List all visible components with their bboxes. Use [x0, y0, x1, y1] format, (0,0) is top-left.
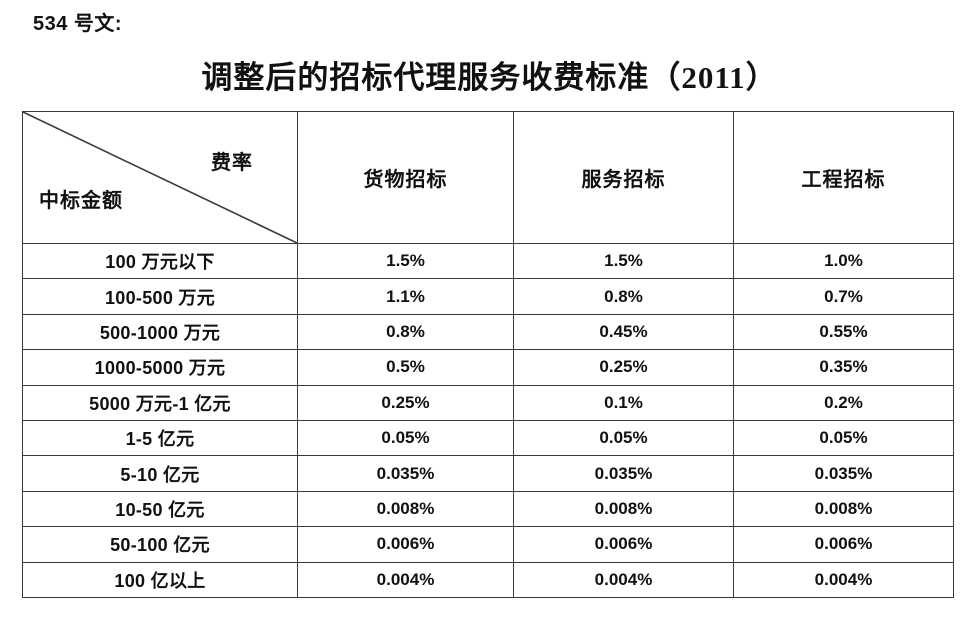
- row-label: 5000 万元-1 亿元: [22, 384, 298, 421]
- fee-rate-table: 费率 中标金额 货物招标 服务招标 工程招标 100 万元以下 1.5% 1.5…: [22, 111, 954, 598]
- column-header-works: 工程招标: [733, 111, 954, 244]
- fee-cell: 1.5%: [513, 242, 734, 280]
- table-row: 50-100 亿元 0.006% 0.006% 0.006%: [22, 526, 954, 563]
- column-header-goods: 货物招标: [297, 111, 514, 244]
- diagonal-divider-line: [23, 112, 297, 243]
- fee-cell: 0.006%: [513, 526, 734, 563]
- row-label: 1000-5000 万元: [22, 349, 298, 386]
- fee-cell: 0.05%: [513, 419, 734, 457]
- corner-label-fee-rate: 费率: [211, 152, 253, 174]
- fee-cell: 0.05%: [297, 419, 514, 457]
- fee-cell: 0.004%: [513, 561, 734, 598]
- table-row: 5-10 亿元 0.035% 0.035% 0.035%: [22, 455, 954, 492]
- fee-cell: 0.008%: [297, 490, 514, 528]
- table-header-row: 费率 中标金额 货物招标 服务招标 工程招标: [22, 111, 954, 244]
- column-header-services: 服务招标: [513, 111, 734, 244]
- fee-cell: 0.008%: [733, 490, 954, 528]
- fee-cell: 1.0%: [733, 242, 954, 280]
- table-row: 500-1000 万元 0.8% 0.45% 0.55%: [22, 313, 954, 351]
- fee-cell: 0.8%: [513, 278, 734, 315]
- row-label: 5-10 亿元: [22, 455, 298, 492]
- fee-cell: 0.004%: [733, 561, 954, 598]
- row-label: 50-100 亿元: [22, 526, 298, 563]
- table-row: 100 万元以下 1.5% 1.5% 1.0%: [22, 242, 954, 280]
- fee-cell: 0.1%: [513, 384, 734, 421]
- row-label: 1-5 亿元: [22, 419, 298, 457]
- fee-cell: 0.006%: [297, 526, 514, 563]
- fee-cell: 0.004%: [297, 561, 514, 598]
- fee-cell: 0.008%: [513, 490, 734, 528]
- row-label: 100-500 万元: [22, 278, 298, 315]
- row-label: 100 亿以上: [22, 561, 298, 598]
- table-row: 1000-5000 万元 0.5% 0.25% 0.35%: [22, 349, 954, 386]
- fee-cell: 1.5%: [297, 242, 514, 280]
- fee-cell: 0.35%: [733, 349, 954, 386]
- corner-header-cell: 费率 中标金额: [22, 111, 298, 244]
- table-row: 1-5 亿元 0.05% 0.05% 0.05%: [22, 419, 954, 457]
- table-row: 100-500 万元 1.1% 0.8% 0.7%: [22, 278, 954, 315]
- table-row: 100 亿以上 0.004% 0.004% 0.004%: [22, 561, 954, 598]
- fee-cell: 0.45%: [513, 313, 734, 351]
- fee-cell: 0.2%: [733, 384, 954, 421]
- fee-cell: 0.035%: [513, 455, 734, 492]
- fee-cell: 0.006%: [733, 526, 954, 563]
- doc-number-label: 534 号文:: [33, 13, 123, 35]
- table-row: 5000 万元-1 亿元 0.25% 0.1% 0.2%: [22, 384, 954, 421]
- fee-cell: 0.25%: [513, 349, 734, 386]
- row-label: 10-50 亿元: [22, 490, 298, 528]
- fee-cell: 0.05%: [733, 419, 954, 457]
- fee-cell: 0.8%: [297, 313, 514, 351]
- fee-cell: 0.5%: [297, 349, 514, 386]
- fee-cell: 0.7%: [733, 278, 954, 315]
- fee-cell: 0.55%: [733, 313, 954, 351]
- fee-cell: 0.035%: [733, 455, 954, 492]
- row-label: 100 万元以下: [22, 242, 298, 280]
- fee-cell: 0.25%: [297, 384, 514, 421]
- fee-cell: 1.1%: [297, 278, 514, 315]
- row-label: 500-1000 万元: [22, 313, 298, 351]
- page-title: 调整后的招标代理服务收费标准（2011）: [201, 60, 778, 95]
- fee-cell: 0.035%: [297, 455, 514, 492]
- table-row: 10-50 亿元 0.008% 0.008% 0.008%: [22, 490, 954, 528]
- corner-label-bid-amount: 中标金额: [39, 190, 123, 212]
